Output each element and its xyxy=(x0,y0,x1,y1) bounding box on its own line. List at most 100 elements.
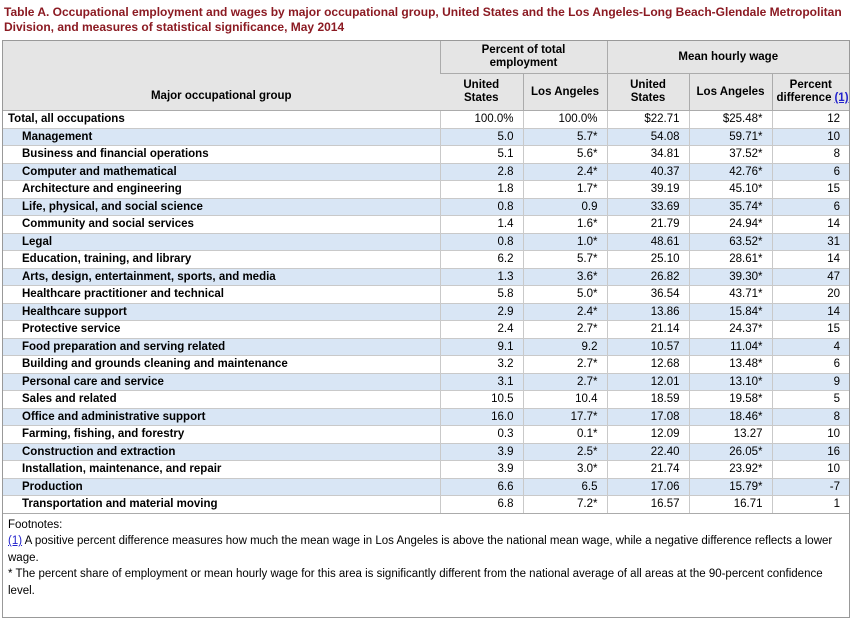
table-row: Sales and related 10.5 10.4 18.59 19.58* 5 xyxy=(3,390,849,408)
us-employment-cell: 1.8 xyxy=(439,180,523,198)
occupation-cell: Legal xyxy=(3,232,440,251)
percent-difference-cell: 9 xyxy=(771,372,849,391)
percent-difference-cell: -7 xyxy=(771,477,849,496)
occupation-cell: Computer and mathematical xyxy=(3,162,440,181)
occupation-cell: Building and grounds cleaning and mainte… xyxy=(3,355,440,373)
la-employment-cell: 5.7* xyxy=(522,127,607,146)
us-employment-cell: 2.8 xyxy=(439,162,523,181)
table-header: Major occupational group Percent of tota… xyxy=(3,41,849,111)
percent-difference-cell: 8 xyxy=(771,145,849,163)
occupation-cell: Production xyxy=(3,477,440,496)
us-wage-cell: 36.54 xyxy=(606,285,689,303)
us-employment-cell: 0.8 xyxy=(439,232,523,251)
percent-difference-label: Percent difference xyxy=(776,79,832,104)
occupation-cell: Protective service xyxy=(3,320,440,338)
us-wage-cell: 21.14 xyxy=(606,320,689,338)
footnote-1-header-link[interactable]: (1) xyxy=(834,92,849,104)
occupation-cell: Sales and related xyxy=(3,390,440,408)
table-row: Transportation and material moving 6.8 7.2… xyxy=(3,495,849,513)
la-wage-cell: 18.46* xyxy=(688,407,772,426)
occupation-cell: Transportation and material moving xyxy=(3,495,440,513)
us-wage-cell: 12.09 xyxy=(606,425,689,443)
percent-difference-cell: 1 xyxy=(771,495,849,513)
occupation-cell: Management xyxy=(3,127,440,146)
table-row: Protective service 2.4 2.7* 21.14 24.37* 15 xyxy=(3,320,849,338)
la-employment-cell: 3.0* xyxy=(522,460,607,478)
la-employment-cell: 7.2* xyxy=(522,495,607,513)
la-wage-cell: 37.52* xyxy=(688,145,772,163)
table-title: Table A. Occupational employment and wag… xyxy=(4,5,842,34)
table-row: Construction and extraction 3.9 2.5* 22.40 2… xyxy=(3,442,849,461)
us-employment-cell: 5.1 xyxy=(439,145,523,163)
us-employment-cell: 100.0% xyxy=(439,110,523,128)
us-employment-cell: 9.1 xyxy=(439,337,523,356)
la-employment-cell: 1.0* xyxy=(522,232,607,251)
table-row: Food preparation and serving related 9.1 9… xyxy=(3,337,849,356)
us-wage-cell: 12.01 xyxy=(606,372,689,391)
la-wage-cell: 19.58* xyxy=(688,390,772,408)
table-body: Total, all occupations 100.0% 100.0% $22.71… xyxy=(3,110,849,513)
us-employment-cell: 2.9 xyxy=(439,302,523,321)
footnotes-heading: Footnotes: xyxy=(8,518,63,531)
us-employment-cell: 5.8 xyxy=(439,285,523,303)
table-row: Total, all occupations 100.0% 100.0% $22.71… xyxy=(3,110,849,128)
us-employment-cell: 6.6 xyxy=(439,477,523,496)
la-wage-cell: 24.94* xyxy=(688,215,772,233)
percent-difference-cell: 5 xyxy=(771,390,849,408)
column-header-us-employment: United States xyxy=(440,73,523,111)
la-wage-cell: 16.71 xyxy=(688,495,772,513)
us-wage-cell: 26.82 xyxy=(606,267,689,286)
occupation-cell: Healthcare support xyxy=(3,302,440,321)
us-employment-cell: 1.4 xyxy=(439,215,523,233)
footnote-star: * The percent share of employment or mea… xyxy=(8,568,823,597)
percent-difference-cell: 14 xyxy=(771,215,849,233)
us-wage-cell: 34.81 xyxy=(606,145,689,163)
us-employment-cell: 16.0 xyxy=(439,407,523,426)
occupation-cell: Arts, design, entertainment, sports, and… xyxy=(3,267,440,286)
occupation-cell: Construction and extraction xyxy=(3,442,440,461)
occupation-cell: Business and financial operations xyxy=(3,145,440,163)
table-row: Healthcare support 2.9 2.4* 13.86 15.84* 14 xyxy=(3,302,849,321)
percent-difference-cell: 8 xyxy=(771,407,849,426)
footnote-1-link[interactable]: (1) xyxy=(8,535,23,547)
us-wage-cell: 33.69 xyxy=(606,197,689,216)
group-header-row: Major occupational group Percent of tota… xyxy=(3,41,849,111)
table-row: Management 5.0 5.7* 54.08 59.71* 10 xyxy=(3,127,849,146)
la-wage-cell: 35.74* xyxy=(688,197,772,216)
column-header-la-wage: Los Angeles xyxy=(688,73,772,111)
us-wage-cell: 17.06 xyxy=(606,477,689,496)
la-employment-cell: 2.4* xyxy=(522,302,607,321)
us-employment-cell: 10.5 xyxy=(439,390,523,408)
la-employment-cell: 9.2 xyxy=(522,337,607,356)
us-wage-cell: 12.68 xyxy=(606,355,689,373)
la-wage-cell: 42.76* xyxy=(688,162,772,181)
occupation-cell: Food preparation and serving related xyxy=(3,337,440,356)
occupation-cell: Architecture and engineering xyxy=(3,180,440,198)
la-employment-cell: 3.6* xyxy=(522,267,607,286)
us-employment-cell: 3.2 xyxy=(439,355,523,373)
us-wage-cell: 18.59 xyxy=(606,390,689,408)
occupational-wages-table: Major occupational group Percent of tota… xyxy=(3,41,849,513)
us-wage-cell: $22.71 xyxy=(606,110,689,128)
us-wage-cell: 54.08 xyxy=(606,127,689,146)
us-wage-cell: 25.10 xyxy=(606,250,689,268)
us-employment-cell: 3.1 xyxy=(439,372,523,391)
occupation-cell: Farming, fishing, and forestry xyxy=(3,425,440,443)
table-row: Office and administrative support 16.0 17.… xyxy=(3,407,849,426)
la-wage-cell: 28.61* xyxy=(688,250,772,268)
occupation-cell: Personal care and service xyxy=(3,372,440,391)
us-employment-cell: 0.8 xyxy=(439,197,523,216)
la-employment-cell: 100.0% xyxy=(522,110,607,128)
percent-difference-cell: 14 xyxy=(771,302,849,321)
la-employment-cell: 6.5 xyxy=(522,477,607,496)
la-employment-cell: 2.7* xyxy=(522,355,607,373)
la-employment-cell: 2.7* xyxy=(522,372,607,391)
percent-difference-cell: 10 xyxy=(771,127,849,146)
la-wage-cell: 13.48* xyxy=(688,355,772,373)
la-wage-cell: 39.30* xyxy=(688,267,772,286)
us-employment-cell: 1.3 xyxy=(439,267,523,286)
us-wage-cell: 10.57 xyxy=(606,337,689,356)
table-row: Life, physical, and social science 0.8 0.9… xyxy=(3,197,849,216)
la-wage-cell: 24.37* xyxy=(688,320,772,338)
occupation-cell: Healthcare practitioner and technical xyxy=(3,285,440,303)
